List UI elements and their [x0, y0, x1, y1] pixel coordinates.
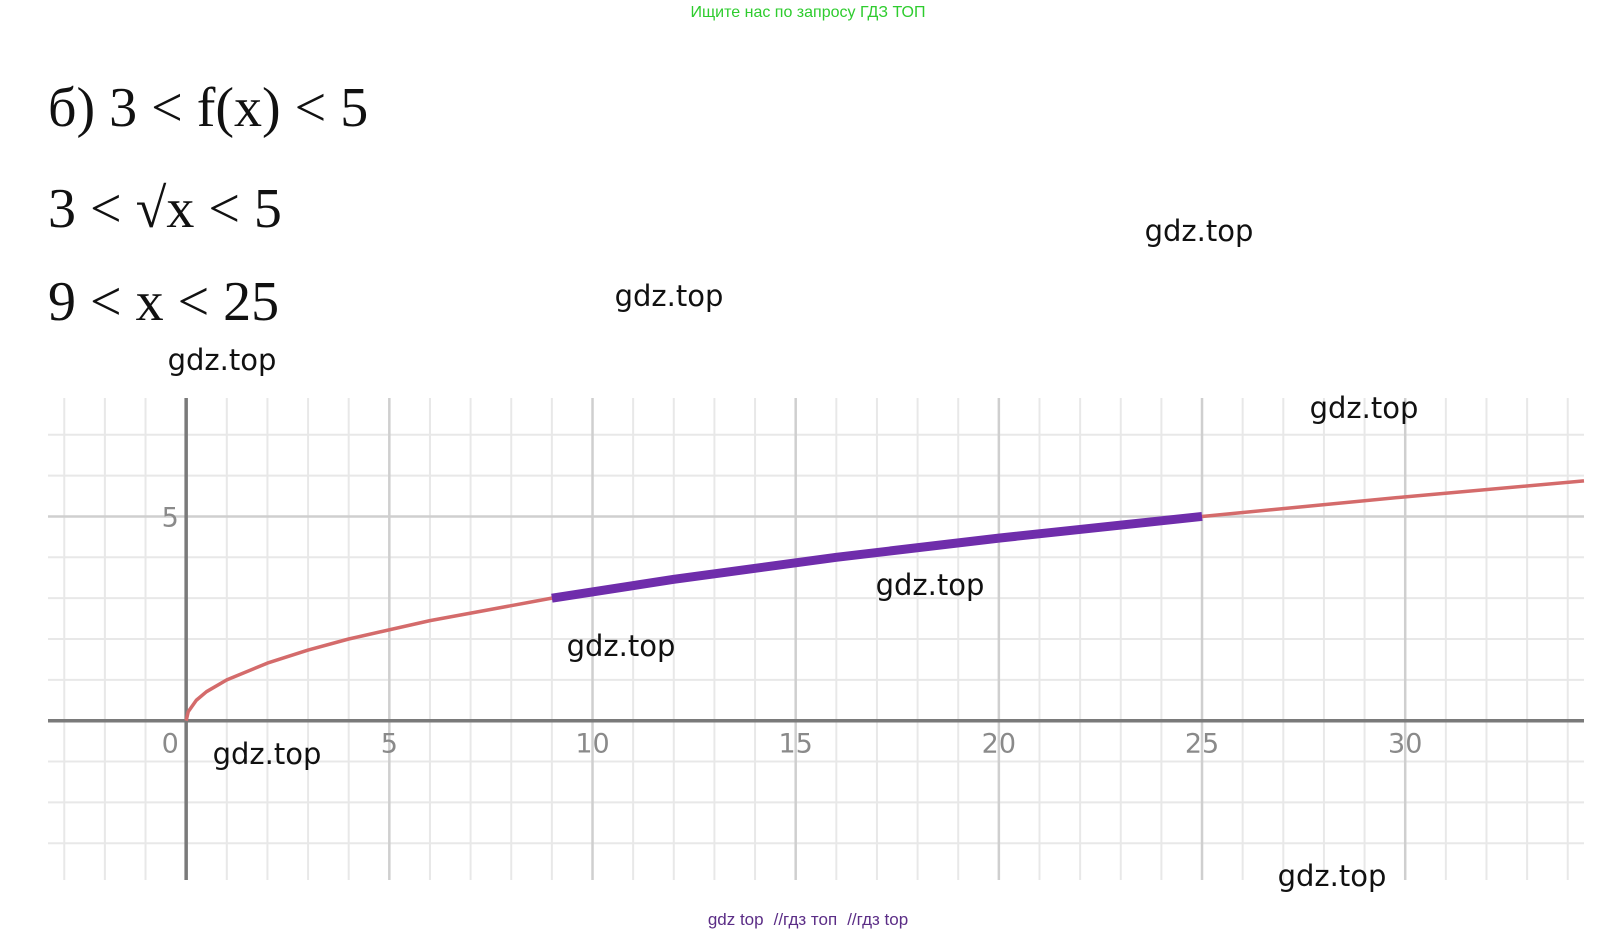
x-tick-label: 10: [575, 729, 609, 760]
footer-links: gdz top//гдз топ//гдз top: [708, 910, 908, 929]
x-tick-label: 5: [381, 729, 398, 760]
solution-line: 3 < √x < 5: [48, 178, 282, 240]
watermark: gdz.top: [876, 568, 985, 602]
watermark: gdz.top: [1310, 391, 1419, 425]
footer: gdz top//гдз топ//гдз top: [708, 910, 908, 929]
series-line: [551, 511, 1203, 603]
x-tick-label: 20: [982, 729, 1016, 760]
footer-link[interactable]: gdz top: [708, 910, 764, 929]
watermark: gdz.top: [615, 279, 724, 313]
y-tick-label: 5: [162, 502, 179, 533]
solution-line: 9 < x < 25: [48, 271, 279, 333]
footer-separator: //: [847, 910, 857, 929]
footer-separator: //: [774, 910, 784, 929]
footer-link[interactable]: гдз top: [857, 910, 909, 929]
x-tick-label: 25: [1185, 729, 1219, 760]
watermark: gdz.top: [213, 737, 322, 771]
watermark: gdz.top: [1278, 859, 1387, 893]
watermark: gdz.top: [567, 629, 676, 663]
header-text: Ищите нас по запросу ГДЗ ТОП: [691, 4, 926, 21]
solution-line: б) 3 < f(x) < 5: [48, 77, 368, 139]
footer-link[interactable]: гдз топ: [783, 910, 837, 929]
x-tick-label: 15: [779, 729, 813, 760]
chart: 0 5 10 15 20 25 30 5: [48, 398, 1585, 880]
watermarks: gdz.top gdz.top gdz.top gdz.top gdz.top gdz.t…: [168, 214, 1419, 893]
watermark: gdz.top: [1145, 214, 1254, 248]
watermark: gdz.top: [168, 343, 277, 377]
x-tick-label: 0: [162, 729, 179, 760]
x-tick-label: 30: [1388, 729, 1422, 760]
